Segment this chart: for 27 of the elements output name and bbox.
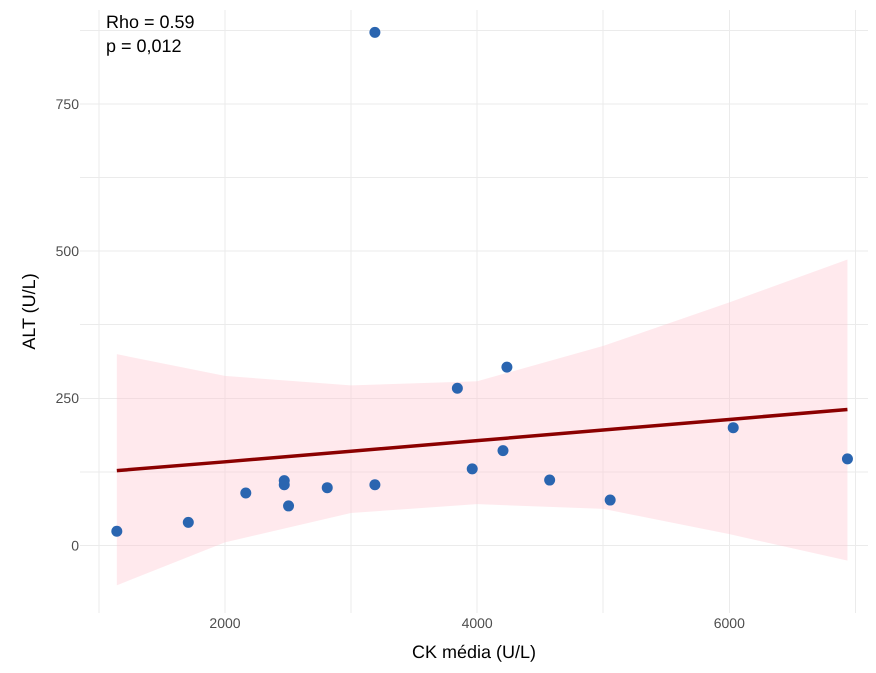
y-axis-title: ALT (U/L) <box>18 273 39 350</box>
y-tick-label: 0 <box>71 537 80 554</box>
x-tick-label: 2000 <box>209 615 241 631</box>
point <box>452 382 463 394</box>
point <box>369 26 380 38</box>
point <box>369 479 380 490</box>
x-tick-label: 4000 <box>462 615 493 631</box>
line-series <box>115 408 850 472</box>
point <box>544 474 556 486</box>
point <box>182 516 194 528</box>
point <box>466 463 478 474</box>
annotation: Rho = 0.59 <box>106 12 195 32</box>
point <box>240 487 252 498</box>
annotation: p = 0,012 <box>106 36 182 56</box>
y-tick-label: 250 <box>56 390 80 406</box>
point <box>111 526 122 537</box>
point <box>501 362 512 373</box>
point <box>283 500 294 512</box>
x-axis-title: CK média (U/L) <box>412 642 536 662</box>
point <box>498 445 508 456</box>
point <box>842 453 853 464</box>
y-tick-label: 500 <box>56 243 80 260</box>
point <box>604 494 616 506</box>
x-tick-label: 6000 <box>714 615 746 631</box>
y-tick-label: 750 <box>56 96 80 112</box>
point <box>728 422 739 434</box>
point <box>322 482 333 494</box>
